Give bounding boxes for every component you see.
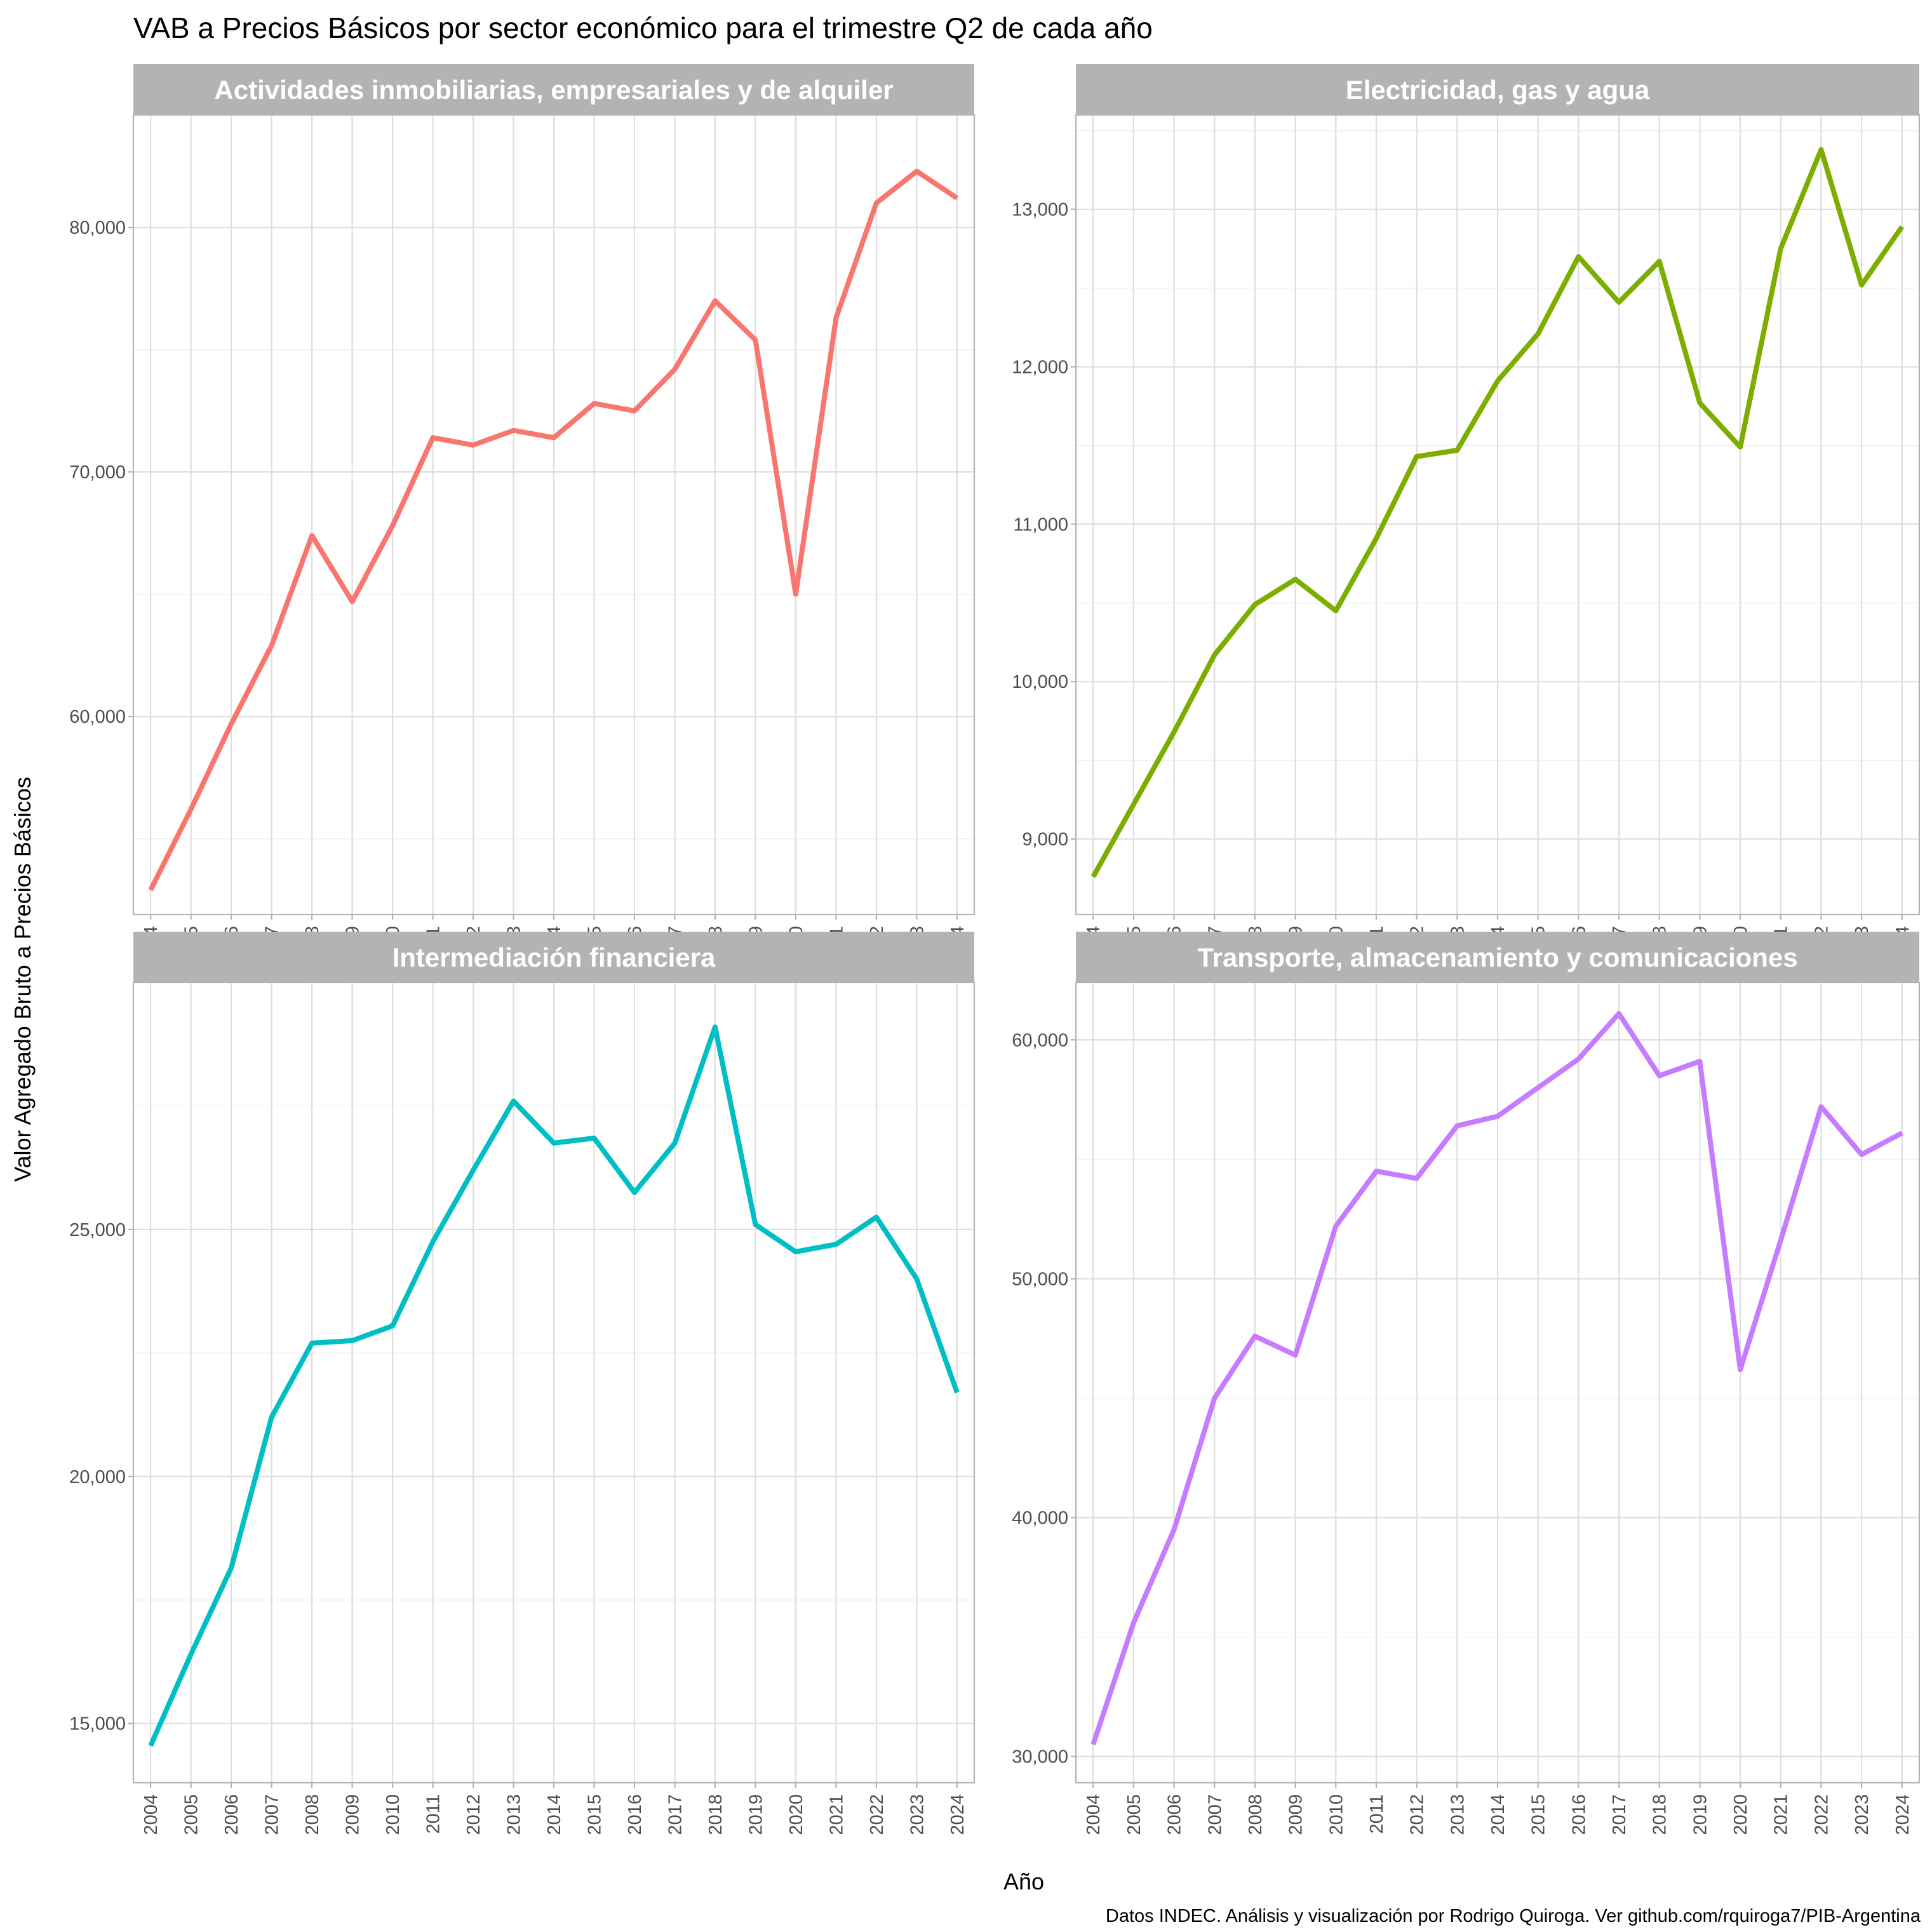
- series-line: [148, 168, 959, 892]
- x-tick-label: 2013: [1447, 1794, 1468, 1835]
- x-tick-label: 2009: [343, 1794, 363, 1835]
- facet-panel: Transporte, almacenamiento y comunicacio…: [1012, 932, 1921, 1835]
- facet-panel: Actividades inmobiliarias, empresariales…: [69, 64, 976, 967]
- chart-title: VAB a Precios Básicos por sector económi…: [133, 11, 1153, 44]
- x-tick-label: 2009: [1286, 1794, 1306, 1835]
- facet-panels: Actividades inmobiliarias, empresariales…: [69, 64, 1921, 1835]
- x-tick-label: 2004: [141, 1794, 161, 1835]
- x-tick-label: 2010: [383, 1794, 403, 1835]
- x-tick-label: 2008: [1245, 1794, 1266, 1835]
- x-tick-label: 2019: [746, 1794, 766, 1835]
- y-tick-label: 9,000: [1022, 829, 1068, 850]
- x-tick-label: 2020: [786, 1794, 807, 1835]
- x-tick-label: 2014: [1488, 1794, 1508, 1835]
- facet-strip: [133, 932, 974, 983]
- x-tick-label: 2010: [1326, 1794, 1346, 1835]
- facet-strip: [133, 64, 974, 115]
- x-tick-label: 2013: [504, 1794, 525, 1835]
- chart-caption: Datos INDEC. Análisis y visualización po…: [1106, 1906, 1921, 1926]
- y-tick-label: 80,000: [69, 218, 126, 238]
- x-tick-label: 2017: [665, 1794, 685, 1835]
- y-tick-label: 70,000: [69, 462, 126, 483]
- x-tick-label: 2022: [1811, 1794, 1832, 1835]
- series-line: [1090, 147, 1905, 878]
- y-tick-label: 11,000: [1013, 514, 1068, 535]
- series-line: [1090, 1010, 1903, 1746]
- facet-panel: Intermediación financiera 15,000 20,000 25,…: [69, 932, 976, 1835]
- x-tick-label: 2011: [424, 1794, 444, 1834]
- y-tick-label: 10,000: [1012, 672, 1068, 692]
- x-tick-label: 2005: [1124, 1794, 1144, 1835]
- y-tick-label: 15,000: [69, 1714, 126, 1734]
- x-tick-label: 2008: [302, 1794, 323, 1835]
- x-tick-label: 2020: [1731, 1794, 1751, 1835]
- x-tick-label: 2019: [1690, 1794, 1710, 1835]
- y-tick-label: 30,000: [1012, 1747, 1068, 1768]
- x-tick-label: 2018: [1650, 1794, 1670, 1835]
- x-tick-label: 2016: [1569, 1794, 1589, 1835]
- x-tick-label: 2021: [826, 1794, 847, 1835]
- facet-strip: [1076, 64, 1919, 115]
- x-tick-label: 2017: [1609, 1794, 1630, 1835]
- y-tick-label: 13,000: [1012, 200, 1068, 220]
- x-tick-label: 2016: [625, 1794, 645, 1835]
- facet-strip-label: Actividades inmobiliarias, empresariales…: [214, 75, 893, 105]
- y-tick-label: 12,000: [1012, 358, 1068, 378]
- y-tick-label: 60,000: [1012, 1030, 1068, 1050]
- x-tick-label: 2007: [262, 1794, 283, 1835]
- x-tick-label: 2004: [1083, 1794, 1104, 1835]
- x-axis-title: Año: [1003, 1868, 1044, 1895]
- facet-strip-label: Transporte, almacenamiento y comunicacio…: [1197, 943, 1797, 972]
- y-tick-label: 60,000: [69, 707, 126, 727]
- x-tick-label: 2012: [1407, 1794, 1428, 1835]
- facet-strip: [1076, 932, 1919, 983]
- y-tick-label: 20,000: [69, 1467, 126, 1487]
- x-tick-label: 2018: [706, 1794, 726, 1835]
- x-tick-label: 2005: [182, 1794, 202, 1835]
- x-tick-label: 2024: [1893, 1794, 1913, 1835]
- series-line: [148, 1024, 960, 1747]
- x-tick-label: 2011: [1367, 1794, 1387, 1834]
- x-tick-label: 2006: [222, 1794, 242, 1835]
- facet-panel: Electricidad, gas y agua 9,000 10,000 11,00…: [1012, 64, 1921, 967]
- x-tick-label: 2015: [1529, 1794, 1549, 1835]
- x-tick-label: 2012: [464, 1794, 484, 1835]
- x-tick-label: 2022: [867, 1794, 887, 1835]
- y-axis-title: Valor Agregado Bruto a Precios Básicos: [10, 777, 36, 1182]
- y-tick-label: 25,000: [69, 1220, 126, 1240]
- x-tick-label: 2015: [584, 1794, 605, 1835]
- facet-strip-label: Electricidad, gas y agua: [1346, 75, 1650, 105]
- x-tick-label: 2023: [907, 1794, 927, 1835]
- y-tick-label: 50,000: [1012, 1269, 1068, 1289]
- y-tick-label: 40,000: [1012, 1508, 1068, 1529]
- x-tick-label: 2021: [1771, 1794, 1792, 1835]
- x-tick-label: 2006: [1165, 1794, 1185, 1835]
- x-tick-label: 2014: [544, 1794, 565, 1835]
- x-tick-label: 2007: [1205, 1794, 1225, 1835]
- x-tick-label: 2023: [1852, 1794, 1872, 1835]
- x-tick-label: 2024: [948, 1794, 968, 1835]
- facet-strip-label: Intermediación financiera: [392, 943, 716, 972]
